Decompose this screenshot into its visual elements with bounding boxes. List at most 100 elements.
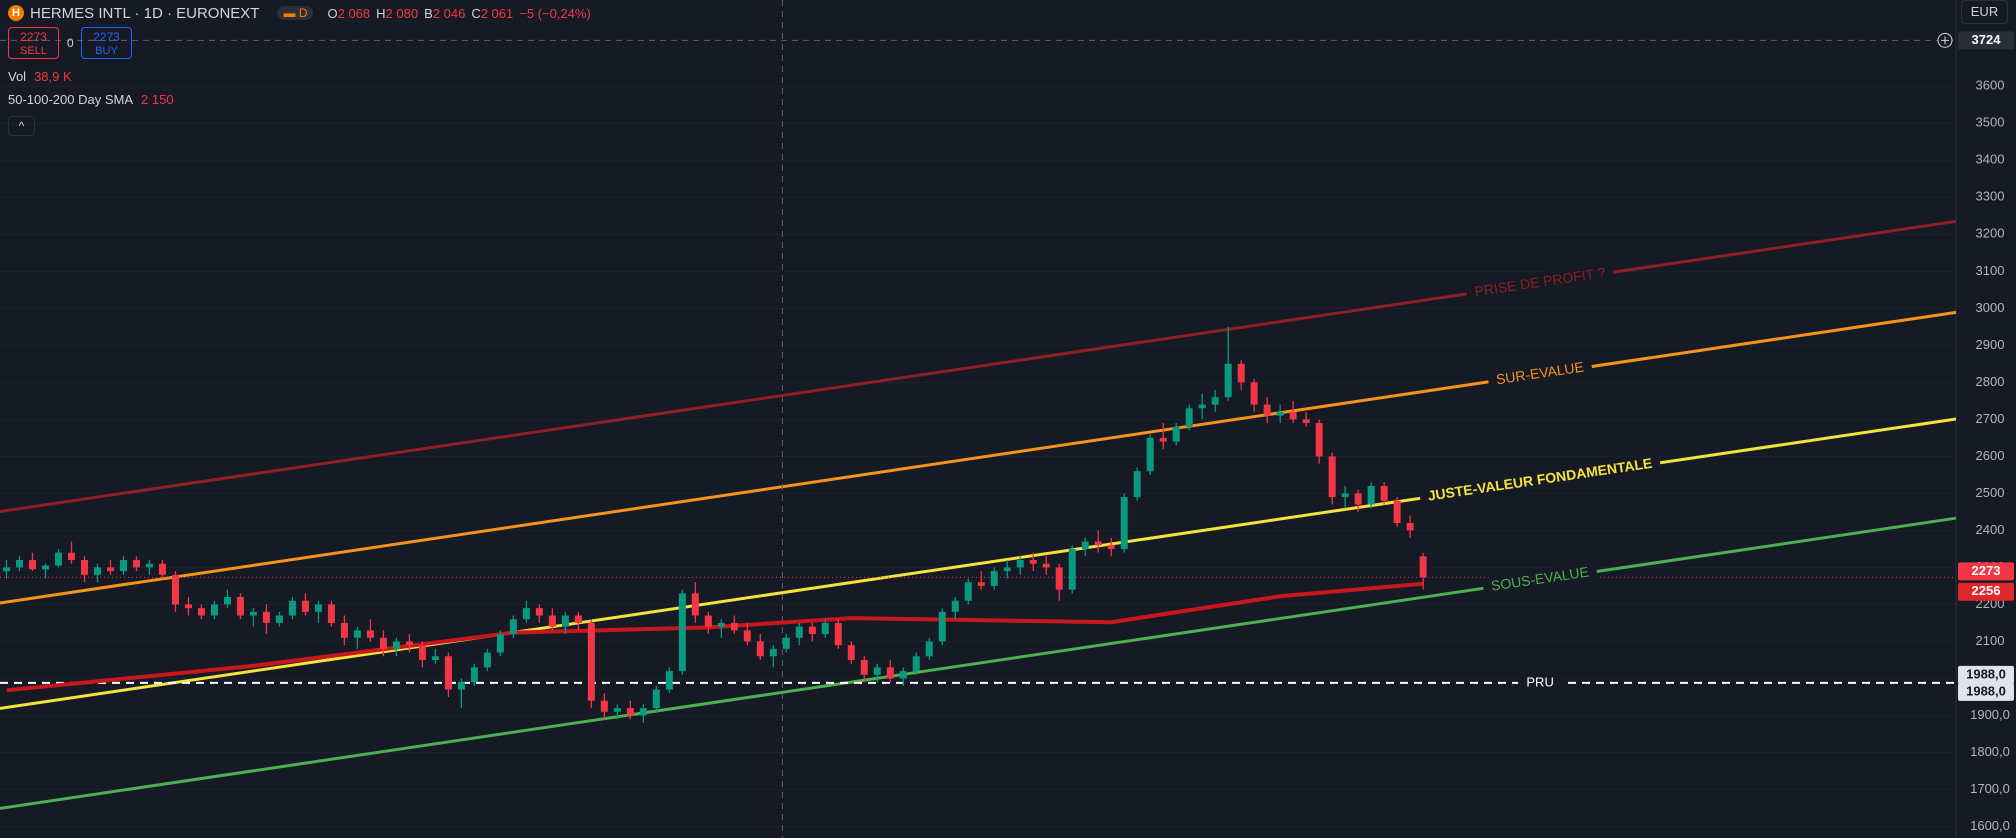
candle-body <box>483 652 491 668</box>
buy-price: 2273 <box>93 30 120 44</box>
y-tick-label: 1800,0 <box>1970 744 2010 759</box>
candle-body <box>119 560 127 572</box>
label-bg <box>1418 452 1662 509</box>
candle-body <box>301 600 309 612</box>
candle-body <box>54 552 62 566</box>
sell-price: 2273 <box>20 30 47 44</box>
candle-body <box>639 708 647 716</box>
candle-body <box>353 630 361 638</box>
y-tick-label: 2900 <box>1976 337 2005 352</box>
logo: H <box>8 5 24 21</box>
y-tick-label: 1700,0 <box>1970 781 2010 796</box>
candle-body <box>28 560 36 570</box>
candle-body <box>1406 523 1414 531</box>
price-axis-label: 2273 <box>1972 563 2001 578</box>
candle-body <box>1172 426 1180 442</box>
candle-body <box>1328 456 1336 498</box>
candle-body <box>314 604 322 612</box>
price-axis-label-bg <box>1958 562 2014 581</box>
y-tick-label: 1600,0 <box>1970 818 2010 833</box>
candle-body <box>392 641 400 649</box>
price-axis-label-bg <box>1958 582 2014 601</box>
indicator-value: 2 150 <box>141 92 174 107</box>
candle-body <box>262 611 270 623</box>
candle-body <box>1016 560 1024 568</box>
candle-body <box>1276 411 1284 416</box>
candle-body <box>210 604 218 616</box>
pru-label: PRU <box>1518 673 1563 692</box>
candle-body <box>860 659 868 675</box>
ohlc-label: O <box>327 5 338 21</box>
symbol[interactable]: HERMES INTL · 1D · EURONEXT <box>30 4 260 22</box>
candle-body <box>145 563 153 568</box>
candle-body <box>496 634 504 653</box>
candle-body <box>717 622 725 627</box>
candle-body <box>1367 485 1375 505</box>
candle-body <box>782 637 790 649</box>
currency[interactable]: EUR <box>1961 0 2008 24</box>
y-tick-label: 3600 <box>1976 78 2005 93</box>
y-tick-label: 3200 <box>1976 226 2005 241</box>
trendline-label: SUR-EVALUE <box>1486 356 1594 392</box>
trendline-label: JUSTE-VALEUR FONDAMENTALE <box>1418 452 1662 509</box>
trendline <box>0 219 1957 514</box>
icon-plus <box>1941 36 1949 45</box>
candle-body <box>1289 411 1297 420</box>
label-bg <box>1486 356 1594 392</box>
candle-body <box>1341 493 1349 498</box>
candle-body <box>1354 493 1362 505</box>
candle-body <box>106 567 114 572</box>
badge: D <box>298 6 308 20</box>
interval-badge[interactable]: ▬ D <box>277 6 314 20</box>
candle-body <box>821 622 829 635</box>
candle-body <box>444 656 452 690</box>
sell-button[interactable]: 2273 SELL <box>8 27 59 59</box>
trendline <box>0 516 1957 810</box>
candle-body <box>171 574 179 605</box>
ohlc-label: H <box>376 5 386 21</box>
candle-body <box>15 560 23 568</box>
candle-body <box>340 622 348 638</box>
y-tick-label: 2100 <box>1976 633 2005 648</box>
y-tick-label: 2500 <box>1976 485 2005 500</box>
label-bg <box>1465 262 1615 304</box>
ohlc-value: 2 061 <box>480 5 514 21</box>
trendline <box>0 310 1957 605</box>
candle-body <box>405 641 413 646</box>
candle-body <box>743 630 751 642</box>
candle-body <box>600 700 608 712</box>
candle-body <box>561 615 569 627</box>
candle-body <box>1250 382 1258 405</box>
candle-body <box>704 615 712 627</box>
y-tick-label: 3500 <box>1976 115 2005 130</box>
candle-body <box>41 565 49 570</box>
candle-body <box>1107 545 1115 549</box>
y-tick-label: 3300 <box>1976 189 2005 204</box>
candle-body <box>1237 363 1245 383</box>
y-tick-label: 2800 <box>1976 374 2005 389</box>
candle-body <box>990 571 998 586</box>
indicator-name: Vol <box>8 69 27 84</box>
candle-body <box>587 622 595 701</box>
add-alert-icon[interactable] <box>1937 32 1953 48</box>
candle-body <box>67 552 75 561</box>
candle-body <box>1393 500 1401 524</box>
crosshair-axis-label: 3724 <box>1972 32 2002 47</box>
candle-body <box>1055 567 1063 590</box>
candle-body <box>1185 408 1193 427</box>
candle-body <box>769 648 777 657</box>
indicator: Vol 38,9 K <box>8 69 72 84</box>
indicator-value: 38,9 K <box>34 69 72 84</box>
price-axis-label: 2256 <box>1972 583 2001 598</box>
pru-axis-label: 1988,0 <box>1966 683 2006 698</box>
candle-body <box>158 563 166 575</box>
buy-button[interactable]: 2273 BUY <box>81 27 132 59</box>
ohlc-value: 2 068 <box>337 5 371 21</box>
candle-body <box>951 600 959 612</box>
candle-body <box>730 622 738 631</box>
candle-body <box>847 645 855 660</box>
candle-body <box>93 567 101 575</box>
collapse-button[interactable]: ^ <box>8 116 35 136</box>
candle-body <box>964 582 972 601</box>
